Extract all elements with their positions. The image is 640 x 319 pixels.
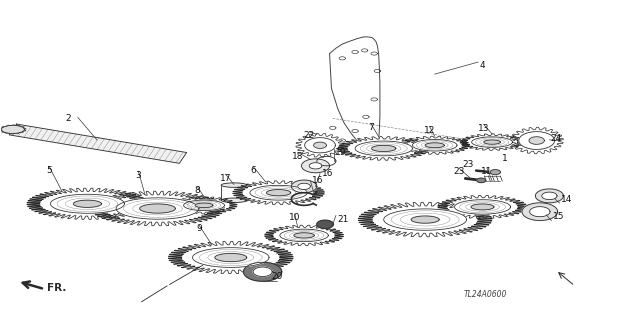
- Text: 6: 6: [250, 166, 256, 175]
- Polygon shape: [400, 136, 470, 154]
- Polygon shape: [296, 133, 344, 157]
- Text: 9: 9: [196, 224, 202, 233]
- Polygon shape: [27, 188, 148, 219]
- Polygon shape: [358, 202, 492, 237]
- Polygon shape: [529, 137, 544, 144]
- Polygon shape: [266, 189, 291, 196]
- Text: 20: 20: [271, 272, 282, 281]
- Polygon shape: [221, 183, 246, 187]
- Polygon shape: [294, 233, 314, 238]
- Polygon shape: [140, 204, 175, 213]
- Text: 1: 1: [502, 154, 508, 163]
- Text: 22: 22: [303, 131, 315, 140]
- Polygon shape: [425, 143, 444, 148]
- Text: 7: 7: [368, 123, 374, 132]
- Polygon shape: [484, 140, 500, 144]
- Polygon shape: [221, 198, 246, 203]
- Polygon shape: [438, 196, 527, 219]
- Text: 21: 21: [337, 215, 349, 224]
- Polygon shape: [171, 197, 237, 214]
- Polygon shape: [280, 229, 328, 241]
- Text: 23: 23: [462, 160, 474, 169]
- Polygon shape: [372, 145, 396, 152]
- Polygon shape: [412, 139, 457, 151]
- Polygon shape: [510, 127, 563, 154]
- Polygon shape: [355, 141, 412, 156]
- Polygon shape: [51, 194, 124, 213]
- Text: FR.: FR.: [47, 283, 67, 293]
- Polygon shape: [184, 200, 225, 211]
- Polygon shape: [411, 216, 439, 223]
- Text: 19: 19: [335, 148, 347, 158]
- Polygon shape: [309, 163, 322, 169]
- Polygon shape: [298, 183, 310, 189]
- Text: 4: 4: [479, 62, 485, 70]
- Polygon shape: [536, 189, 563, 203]
- Polygon shape: [193, 248, 269, 267]
- Text: 5: 5: [46, 166, 52, 175]
- Text: 17: 17: [220, 174, 232, 183]
- Polygon shape: [454, 200, 511, 214]
- Polygon shape: [314, 142, 326, 148]
- Polygon shape: [519, 132, 554, 149]
- Text: 14: 14: [561, 195, 572, 204]
- Text: 12: 12: [424, 126, 435, 135]
- Text: 3: 3: [136, 171, 141, 180]
- Polygon shape: [195, 203, 213, 208]
- Polygon shape: [490, 170, 500, 175]
- Polygon shape: [1, 125, 24, 133]
- Polygon shape: [244, 262, 282, 281]
- Polygon shape: [253, 267, 272, 277]
- Polygon shape: [317, 220, 333, 228]
- Text: 11: 11: [481, 167, 493, 176]
- Text: 23: 23: [453, 167, 465, 176]
- Text: 10: 10: [289, 213, 300, 222]
- Text: TL24A0600: TL24A0600: [464, 290, 508, 299]
- Polygon shape: [530, 207, 550, 217]
- Polygon shape: [460, 134, 524, 150]
- Polygon shape: [116, 198, 199, 219]
- Polygon shape: [250, 185, 307, 200]
- Text: 16: 16: [322, 169, 333, 178]
- Polygon shape: [305, 138, 335, 153]
- Polygon shape: [338, 137, 429, 160]
- Polygon shape: [384, 209, 467, 230]
- Polygon shape: [74, 200, 101, 207]
- Polygon shape: [471, 204, 494, 210]
- Text: 2: 2: [65, 114, 71, 122]
- Polygon shape: [91, 191, 225, 226]
- Polygon shape: [291, 180, 317, 193]
- Text: 16: 16: [312, 175, 323, 185]
- Polygon shape: [522, 203, 557, 220]
- Polygon shape: [541, 192, 557, 200]
- Text: 13: 13: [478, 124, 490, 133]
- Polygon shape: [233, 181, 324, 204]
- Text: 18: 18: [292, 152, 303, 160]
- Polygon shape: [472, 137, 513, 147]
- Polygon shape: [9, 124, 187, 163]
- Polygon shape: [477, 178, 486, 182]
- Polygon shape: [215, 253, 246, 262]
- Polygon shape: [301, 159, 330, 173]
- Text: 15: 15: [552, 212, 564, 221]
- Text: 8: 8: [195, 186, 200, 195]
- Polygon shape: [168, 241, 293, 274]
- Polygon shape: [264, 225, 344, 246]
- Text: 24: 24: [550, 134, 562, 144]
